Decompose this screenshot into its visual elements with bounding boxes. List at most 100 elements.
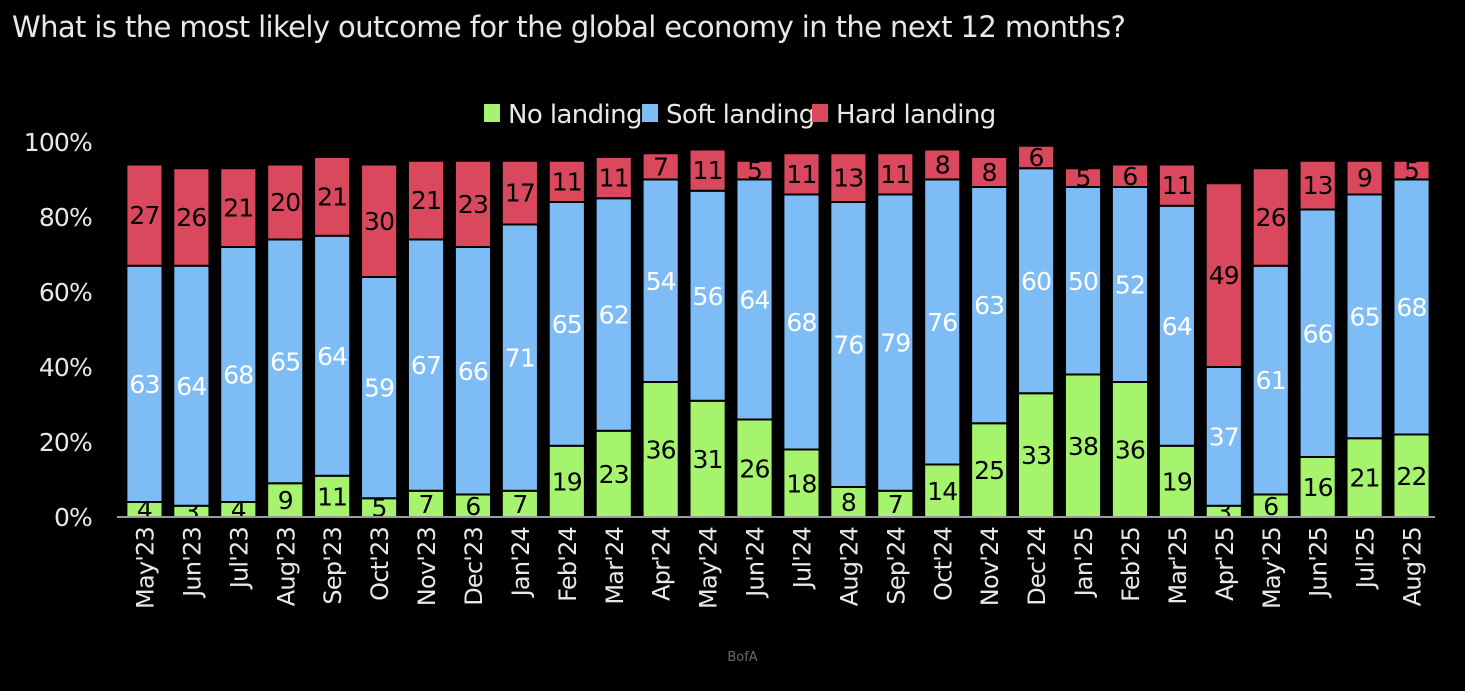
x-tick-label: Aug'25 [1399,527,1427,606]
bar-hard-landing [1345,159,1384,196]
bar-hard-landing [970,156,1009,188]
bar-hard-landing [876,152,915,196]
x-tick-label: Aug'23 [272,527,300,606]
x-tick-label: Jun'24 [742,527,770,599]
data-label-no-landing: 7 [888,490,903,519]
bar-soft-landing [735,178,774,421]
bar-hard-landing [829,152,868,203]
bar-no-landing [1110,381,1150,518]
bar-hard-landing [172,167,211,267]
data-label-hard-landing: 11 [786,160,816,189]
data-label-soft-landing: 59 [364,374,394,403]
bar-no-landing [641,381,680,518]
data-label-no-landing: 33 [1021,441,1051,470]
data-label-no-landing: 21 [1349,464,1379,493]
bar-hard-landing [453,159,493,248]
bar-hard-landing [735,159,774,181]
data-label-soft-landing: 68 [786,308,816,337]
bar-soft-landing [313,234,352,477]
x-tick-label: Nov'24 [976,527,1004,606]
data-label-hard-landing: 9 [1357,164,1372,193]
x-tick-label: Jul'23 [225,527,253,590]
data-label-hard-landing: 8 [982,158,997,187]
x-tick-label: Dec'23 [460,527,488,606]
bar-soft-landing [1392,178,1431,436]
bar-hard-landing [547,159,586,203]
y-tick-label: 100% [24,128,92,157]
data-label-soft-landing: 65 [552,310,582,339]
bar-soft-landing [219,246,258,503]
data-label-no-landing: 19 [552,467,582,496]
x-tick-label: Sep'23 [319,527,347,605]
bar-hard-landing [266,163,305,241]
data-label-soft-landing: 64 [739,286,769,315]
bar-no-landing [970,422,1009,518]
x-tick-label: May'24 [695,527,723,609]
data-label-no-landing: 16 [1303,473,1333,502]
bar-soft-landing [360,276,399,500]
data-label-soft-landing: 61 [1256,366,1286,395]
bar-hard-landing [1157,163,1196,207]
data-label-soft-landing: 64 [176,372,206,401]
bar-hard-landing [1110,163,1150,188]
data-label-soft-landing: 67 [411,351,441,380]
data-label-soft-landing: 76 [927,308,957,337]
bar-no-landing [782,448,821,518]
data-label-soft-landing: 54 [646,267,676,296]
bar-hard-landing [641,152,680,181]
bar-soft-landing [782,193,821,451]
data-label-no-landing: 11 [317,482,347,511]
data-label-hard-landing: 5 [1404,156,1419,185]
bar-soft-landing [594,197,633,432]
data-label-hard-landing: 5 [1075,164,1090,193]
bar-soft-landing [688,189,727,402]
x-tick-label: May'23 [131,527,159,609]
bar-hard-landing [500,159,539,226]
data-label-soft-landing: 52 [1115,271,1145,300]
data-label-hard-landing: 13 [1303,171,1333,200]
x-tick-label: Jan'24 [507,527,535,598]
data-label-soft-landing: 66 [458,357,488,386]
data-label-soft-landing: 65 [270,347,300,376]
bar-no-landing [829,486,868,518]
legend: No landing Soft landing Hard landing [484,100,996,130]
data-label-hard-landing: 6 [1122,162,1137,191]
data-label-hard-landing: 11 [880,160,910,189]
data-label-hard-landing: 11 [692,156,722,185]
data-label-hard-landing: 13 [833,164,863,193]
x-tick-label: Mar'24 [601,527,629,605]
data-label-no-landing: 36 [1115,436,1145,465]
data-label-soft-landing: 65 [1349,302,1379,331]
data-label-soft-landing: 79 [880,329,910,358]
data-label-soft-landing: 63 [129,370,159,399]
bar-no-landing [547,444,586,518]
data-label-no-landing: 6 [465,492,480,521]
bar-soft-landing [172,264,211,507]
data-label-hard-landing: 20 [270,188,300,217]
x-tick-label: Apr'25 [1211,527,1239,601]
x-tick-label: Sep'24 [882,527,910,605]
y-axis: 0% 20% 40% 60% 80% 100% [24,128,93,532]
x-tick-label: Aug'24 [835,527,863,606]
bar-soft-landing [125,264,164,503]
data-label-hard-landing: 11 [599,164,629,193]
bar-hard-landing [360,163,399,278]
data-label-hard-landing: 6 [1029,143,1044,172]
data-label-no-landing: 25 [974,456,1004,485]
data-label-hard-landing: 17 [505,179,535,208]
source-note: BofA [727,650,758,665]
data-label-hard-landing: 26 [176,203,206,232]
bar-soft-landing [406,238,446,492]
data-label-no-landing: 22 [1396,462,1426,491]
bar-no-landing [313,474,352,518]
data-label-no-landing: 18 [786,469,816,498]
bar-soft-landing [1251,264,1290,496]
bar-hard-landing [219,167,258,248]
bar-no-landing [735,418,774,518]
bar-soft-landing [1063,186,1103,376]
legend-swatch-hard-landing [812,104,828,122]
data-label-soft-landing: 66 [1303,319,1333,348]
chart-title: What is the most likely outcome for the … [12,10,1126,44]
x-tick-label: Nov'23 [413,527,441,606]
